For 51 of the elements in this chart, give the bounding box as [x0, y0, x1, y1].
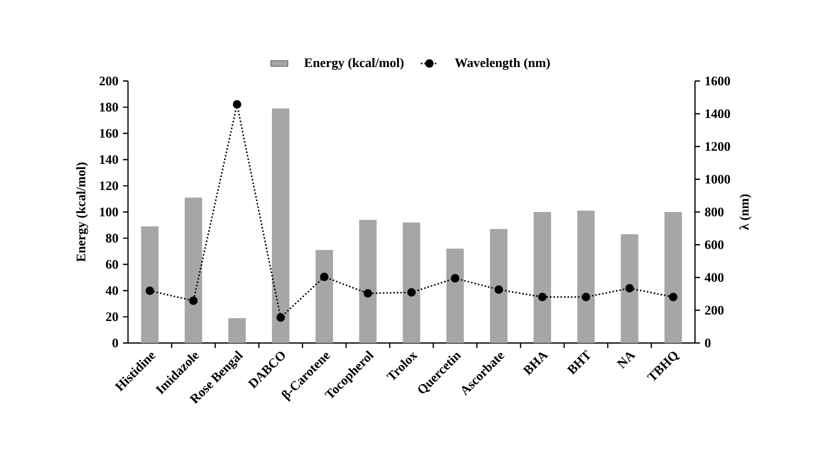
y2-tick-label: 1400: [706, 109, 730, 118]
point: [232, 100, 242, 109]
point: [276, 313, 285, 322]
point: [146, 286, 154, 296]
legend-label: Energy (kcal/mol): [304, 58, 404, 70]
point: [407, 288, 416, 297]
point: [625, 284, 634, 293]
bar: [228, 318, 246, 343]
y-tick-label: 60: [106, 260, 118, 269]
y2-tick-label: 400: [704, 273, 724, 282]
y-tick-label: 120: [100, 181, 118, 190]
bar: [446, 248, 464, 343]
bar: [316, 250, 333, 343]
y2-tick-label: 800: [704, 208, 724, 216]
y2-tick-label: 0: [705, 338, 711, 348]
y2-tick-label: 1600: [706, 76, 730, 86]
bar: [184, 198, 202, 343]
point: [494, 285, 503, 294]
point: [320, 272, 329, 282]
y-tick-label: 0: [112, 338, 118, 348]
y-tick-label: 200: [100, 76, 118, 86]
y-tick-label: 160: [100, 129, 118, 138]
y2-tick-label: 600: [704, 240, 724, 250]
point: [582, 292, 590, 302]
bar: [664, 212, 682, 343]
bar: [577, 210, 595, 343]
y2-tick-label: 1000: [706, 174, 730, 184]
y-axis-title: Energy (kcal/mol): [76, 162, 88, 262]
y-tick-label: 20: [106, 312, 118, 322]
bar: [620, 234, 638, 343]
legend-label: Wavelength (nm): [454, 58, 550, 70]
point: [450, 274, 460, 283]
x-tick-label: NA: [616, 352, 636, 369]
y2-tick-label: 1200: [706, 142, 730, 151]
bar: [272, 108, 290, 343]
bar: [141, 226, 159, 343]
y-tick-label: 180: [100, 102, 118, 112]
bar: [534, 212, 552, 343]
y-tick-label: 40: [106, 286, 118, 295]
bar: [490, 229, 508, 343]
point: [364, 289, 372, 298]
y-tick-label: 100: [100, 208, 118, 216]
y-tick-label: 140: [100, 155, 118, 164]
y2-tick-label: 200: [705, 306, 724, 315]
bar: [402, 222, 420, 343]
point: [538, 292, 547, 302]
point: [189, 296, 198, 305]
bar: [359, 220, 377, 343]
y-tick-label: 80: [106, 234, 118, 243]
y2-axis-title: λ (nm): [739, 194, 752, 230]
point: [668, 292, 678, 302]
